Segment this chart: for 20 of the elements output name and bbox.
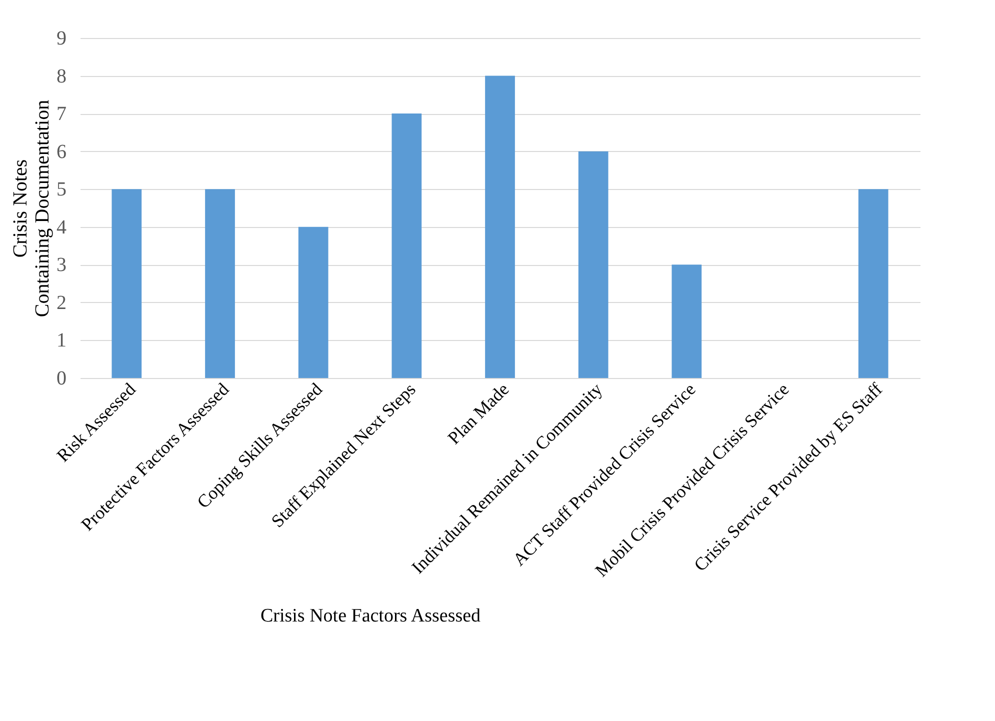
- bar: [112, 189, 142, 378]
- y-tick-label: 5: [56, 178, 66, 201]
- y-tick-label: 1: [56, 330, 66, 352]
- y-tick-label: 2: [56, 292, 66, 314]
- bar: [298, 226, 328, 378]
- bar: [392, 114, 422, 378]
- y-axis-title: Crisis Notes Containing Documentation: [10, 100, 54, 318]
- x-axis-title: Crisis Note Factors Assessed: [260, 606, 482, 626]
- bar: [485, 76, 515, 378]
- y-tick-label: 4: [56, 216, 66, 238]
- y-tick-label: 7: [56, 103, 66, 126]
- y-tick-label: 6: [56, 140, 66, 163]
- bar: [578, 151, 608, 378]
- bar: [205, 189, 235, 378]
- y-tick-label: 0: [56, 368, 66, 390]
- y-tick-label: 8: [56, 65, 66, 88]
- bar: [672, 264, 702, 378]
- y-tick-label: 9: [56, 28, 66, 50]
- bar: [858, 189, 888, 378]
- y-tick-label: 3: [56, 254, 66, 276]
